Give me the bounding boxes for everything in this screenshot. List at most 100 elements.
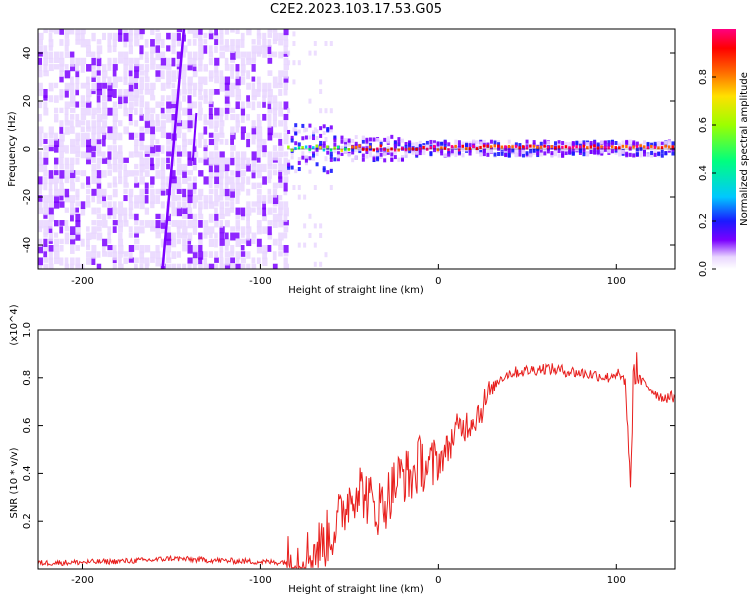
heatmap-cell [171,220,177,227]
heatmap-cell [292,60,296,66]
heatmap-cell [91,232,97,240]
heatmap-cell [54,195,60,203]
heatmap-cell [278,70,284,77]
heatmap-cell [287,165,291,170]
heatmap-cell [182,138,188,147]
heatmap-cell [150,39,155,47]
heatmap-cell [38,245,44,254]
heatmap-cell [240,263,246,269]
heatmap-cell [230,245,235,254]
heatmap-cell [593,144,596,148]
heatmap-cell [59,39,64,46]
heatmap-cell [214,220,219,228]
heatmap-cell [283,220,289,226]
heatmap-cell [64,145,69,154]
heatmap-streak [161,29,186,269]
heatmap-cell [283,170,288,176]
heatmap-cell [150,64,155,70]
heatmap-cell [267,151,273,158]
heatmap-cell [187,220,193,229]
heatmap-cell [155,51,161,61]
heatmap-cell [397,140,401,145]
heatmap-cell [240,151,247,161]
heatmap-cell [256,32,262,39]
heatmap-cell [214,263,219,269]
heatmap-cell [224,163,230,172]
heatmap-cell [489,139,493,144]
heatmap-cell [283,251,289,257]
heatmap-cell [614,141,618,146]
heatmap-cell [251,64,256,72]
heatmap-cell [646,141,650,146]
heatmap-cell [64,39,70,46]
heatmap-cell [123,32,129,42]
heatmap-cell [64,107,69,115]
heatmap-cell [272,207,277,213]
heatmap-cell [139,145,145,151]
heatmap-cell [59,70,64,77]
heatmap-cell [304,161,308,166]
heatmap-cell [155,157,160,167]
heatmap-cell [118,220,124,228]
heatmap-cell [150,195,156,205]
heatmap-cell [219,126,224,135]
heatmap-cell [118,101,123,109]
heatmap-cell [308,213,312,219]
heatmap-cell [256,257,261,264]
heatmap-cell [48,188,53,198]
heatmap-cell [182,213,188,219]
heatmap-cell [312,130,316,135]
heatmap-cell [118,245,124,254]
heatmap-cell [155,151,160,157]
heatmap-cell [192,226,198,235]
heatmap-cell [283,64,290,71]
heatmap-cell [329,148,333,152]
heatmap-cell [176,263,182,269]
heatmap-cell [240,182,245,192]
heatmap-cell [107,213,112,219]
heatmap-cell [262,32,267,40]
heatmap-cell [208,113,214,120]
heatmap-cell [96,82,102,91]
heatmap-cell [59,107,64,113]
heatmap-cell [230,126,235,135]
heatmap-cell [340,145,344,150]
heatmap-cell [102,201,107,208]
heatmap-cell [272,101,278,111]
heatmap-cell [240,51,247,58]
heatmap-cell [586,142,590,147]
heatmap-cell [628,139,632,144]
heatmap-cell [514,152,518,157]
heatmap-cell [123,70,128,80]
heatmap-cell [102,170,107,178]
heatmap-cell [390,152,394,157]
heatmap-cell [134,182,140,188]
heatmap-cell [182,201,187,209]
heatmap-cell [43,138,48,144]
heatmap-cell [43,251,48,258]
heatmap-cell [351,145,354,149]
heatmap-cell [664,140,668,145]
heatmap-cell [64,207,69,213]
heatmap-cell [182,263,187,269]
heatmap-cell [262,176,267,185]
heatmap-cell [650,150,654,155]
heatmap-cell [235,101,240,110]
heatmap-cell [214,195,220,202]
heatmap-cell [75,188,80,198]
heatmap-cell [43,238,48,247]
heatmap-cell [235,51,241,59]
heatmap-cell [272,238,278,246]
heatmap-cell [235,126,240,133]
heatmap-cell [290,148,294,152]
heatmap-cell [262,251,268,260]
heatmap-cell [107,251,113,258]
heatmap-cell [272,220,278,228]
heatmap-cell [139,70,145,76]
heatmap-cell [267,101,272,110]
heatmap-cell [256,82,262,92]
heatmap-cell [107,170,112,176]
heatmap-cell [208,76,214,82]
heatmap-cell [198,188,204,197]
